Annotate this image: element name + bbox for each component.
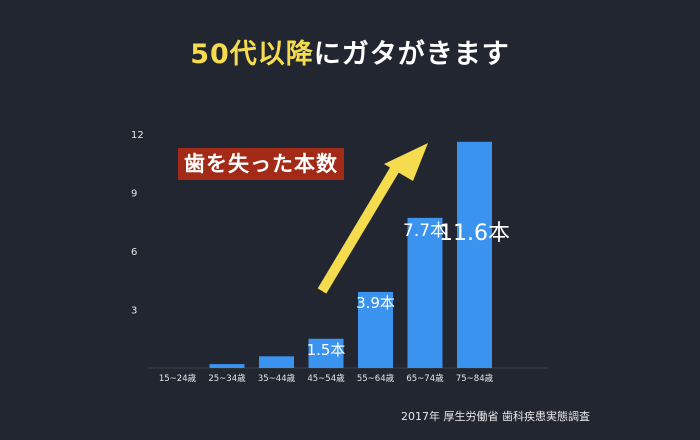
x-tick-label: 45~54歳	[307, 373, 345, 384]
y-tick-label: 6	[131, 247, 137, 258]
y-tick-label: 9	[131, 189, 137, 200]
title-highlight: 50代以降	[190, 39, 314, 70]
x-tick-label: 25~34歳	[208, 373, 246, 384]
value-label: 7.7本	[403, 221, 447, 241]
value-label: 11.6本	[439, 221, 510, 246]
x-tick-label: 55~64歳	[357, 373, 395, 384]
growth-arrow	[317, 143, 428, 294]
bar	[308, 338, 344, 368]
bar	[457, 141, 492, 368]
y-axis: 3 6 9 12	[131, 130, 144, 317]
bar	[407, 217, 443, 368]
arrow-head-icon	[384, 143, 428, 181]
slide-title: 50代以降にガタがきます	[0, 32, 700, 71]
value-label: 3.9本	[356, 294, 395, 312]
arrow-shaft	[317, 161, 403, 294]
source-note: 2017年 厚生労働省 歯科疾患実態調査	[401, 410, 590, 423]
x-tick-label: 75~84歳	[456, 373, 494, 384]
bar	[209, 364, 245, 368]
x-tick-label: 35~44歳	[258, 373, 296, 384]
value-label: 1.5本	[307, 341, 346, 359]
bar	[259, 356, 294, 368]
x-tick-label: 65~74歳	[406, 373, 444, 384]
y-tick-label: 12	[131, 130, 144, 141]
x-tick-label: 15~24歳	[159, 373, 197, 384]
title-rest: にガタがきます	[313, 39, 510, 70]
bars	[209, 141, 492, 368]
x-axis-labels: 15~24歳 25~34歳 35~44歳 45~54歳 55~64歳 65~74歳 75~8…	[159, 373, 494, 384]
bar	[358, 291, 393, 368]
y-tick-label: 3	[131, 306, 137, 317]
metric-badge: 歯を失った本数	[178, 148, 344, 180]
